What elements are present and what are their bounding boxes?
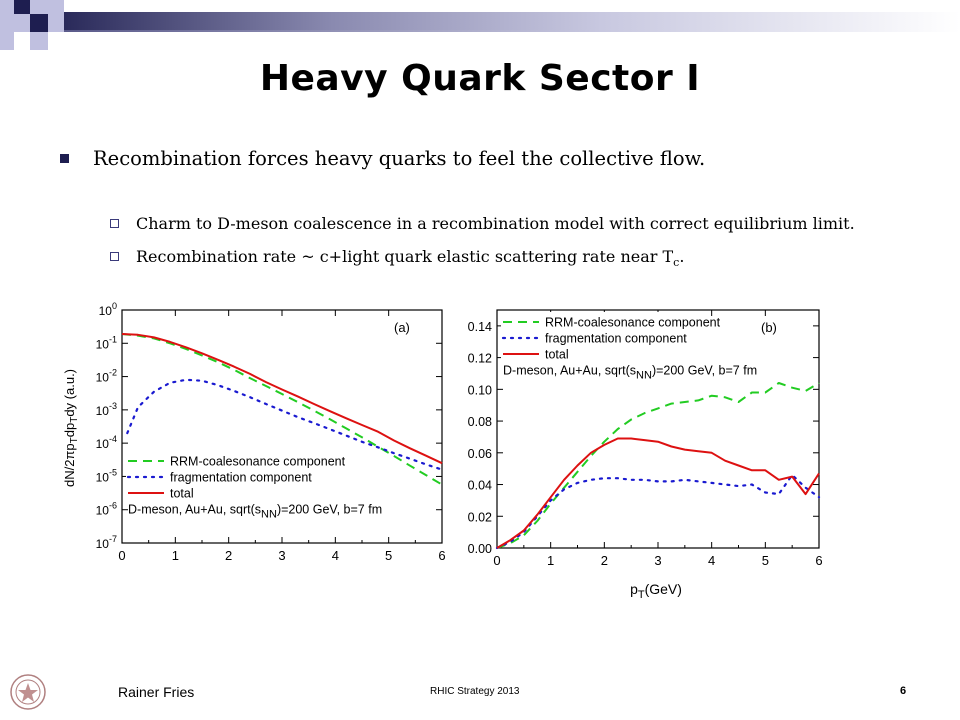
slide-title: Heavy Quark Sector I <box>259 58 701 99</box>
x-tick-label: 5 <box>762 553 769 568</box>
series-line-dashed <box>121 333 443 486</box>
x-tick-label: 1 <box>172 548 179 563</box>
series-line-solid <box>496 437 820 549</box>
chart-b: pT(GeV) 0 1 2 3 4 5 6 0.00 0.02 0.04 0.06 0.08 0.10 0… <box>468 309 823 601</box>
x-tick-label: 1 <box>547 553 554 568</box>
bullet-hollow-square-icon <box>110 252 119 261</box>
y-tick-label: 0.10 <box>468 383 492 397</box>
university-seal-icon <box>10 674 46 710</box>
x-tick-label: 4 <box>332 548 339 563</box>
panel-label: (b) <box>761 320 777 335</box>
y-tick-label: 10-6 <box>96 501 117 518</box>
page-number: 6 <box>900 685 907 697</box>
x-tick-label: 3 <box>278 548 285 563</box>
series-line-solid <box>121 333 443 465</box>
y-tick-label: 0.14 <box>468 320 492 334</box>
bullet-square-icon <box>60 154 69 163</box>
y-tick-label: 100 <box>99 301 117 318</box>
x-tick-label: 6 <box>438 548 445 563</box>
x-tick-label: 6 <box>815 553 822 568</box>
svg-text:pT(GeV): pT(GeV) <box>630 581 682 601</box>
panel-label: (a) <box>394 320 410 335</box>
header-underline <box>64 30 960 32</box>
legend-label: fragmentation component <box>170 471 312 485</box>
y-tick-label: 0.12 <box>468 352 492 366</box>
chart-a: dN/2πpTdpTdy (a.u.) 0 1 2 3 4 5 6 10-7 10-6 10-5 1… <box>62 301 446 563</box>
y-tick-label: 10-2 <box>96 368 117 385</box>
header-gradient-bar <box>64 12 960 30</box>
x-tick-label: 0 <box>493 553 500 568</box>
y-tick-label: 10-7 <box>96 534 117 551</box>
sub-bullet-2-subscript: c <box>673 256 680 270</box>
y-tick-label: 0.02 <box>468 510 492 524</box>
footer-center: RHIC Strategy 2013 <box>430 686 520 697</box>
sub-bullet-2-main: Recombination rate ~ c+light quark elast… <box>136 247 674 266</box>
x-tick-label: 0 <box>118 548 125 563</box>
y-tick-label: 10-4 <box>96 434 117 451</box>
x-tick-label: 2 <box>225 548 232 563</box>
series-line-dotted <box>495 473 821 550</box>
y-tick-label: 0.00 <box>468 542 492 556</box>
sub-bullet-2-text: Recombination rate ~ c+light quark elast… <box>136 247 684 269</box>
y-tick-label: 0.06 <box>468 447 492 461</box>
y-tick-label: 0.04 <box>468 479 492 493</box>
legend-label: total <box>545 348 569 362</box>
sub-bullet-2-end: . <box>679 247 685 266</box>
chart-b-xlabel: pT(GeV) <box>630 581 682 601</box>
legend-label: RRM-coalesonance component <box>545 316 721 330</box>
y-tick-label: 10-3 <box>96 401 117 418</box>
x-tick-label: 4 <box>708 553 715 568</box>
x-tick-label: 3 <box>654 553 661 568</box>
legend-label: RRM-coalesonance component <box>170 455 346 469</box>
legend-label: fragmentation component <box>545 332 687 346</box>
series-line-dashed <box>496 382 820 549</box>
annotation-text: D-meson, Au+Au, sqrt(sNN)=200 GeV, b=7 f… <box>503 364 757 382</box>
footer-author: Rainer Fries <box>118 684 195 700</box>
y-tick-label: 10-1 <box>96 334 117 351</box>
legend-label: total <box>170 487 194 501</box>
sub-bullet-1-text: Charm to D-meson coalescence in a recomb… <box>136 214 855 233</box>
svg-text:dN/2πpTdpTdy (a.u.): dN/2πpTdpTdy (a.u.) <box>62 369 80 487</box>
chart-a-ylabel: dN/2πpTdpTdy (a.u.) <box>62 369 80 487</box>
main-bullet-text: Recombination forces heavy quarks to fee… <box>93 147 706 170</box>
y-tick-label: 10-5 <box>96 467 117 484</box>
annotation-text: D-meson, Au+Au, sqrt(sNN)=200 GeV, b=7 f… <box>128 503 382 521</box>
series-line-dotted <box>126 378 444 471</box>
bullet-hollow-square-icon <box>110 219 119 228</box>
x-tick-label: 5 <box>385 548 392 563</box>
y-tick-label: 0.08 <box>468 415 492 429</box>
x-tick-label: 2 <box>601 553 608 568</box>
